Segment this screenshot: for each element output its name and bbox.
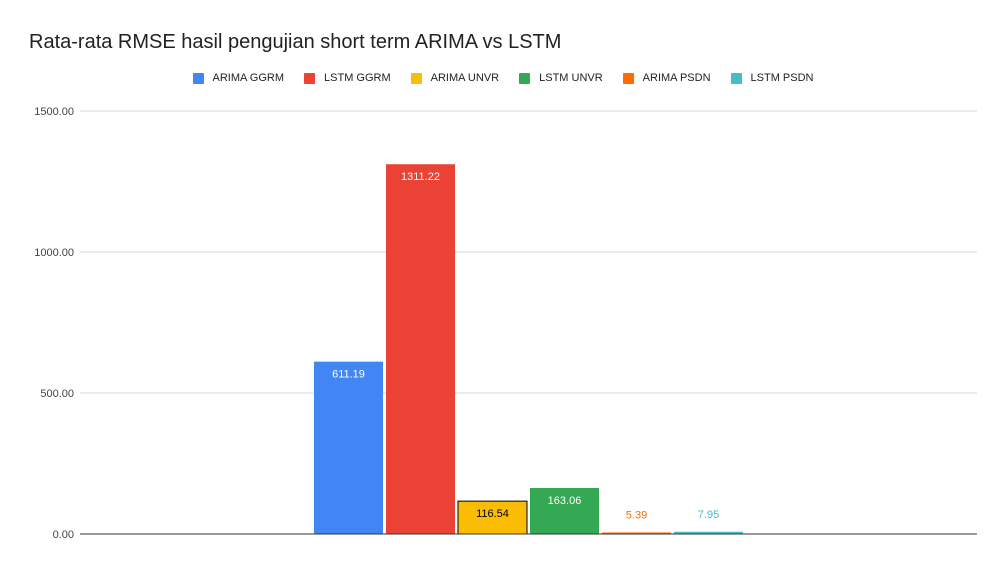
legend-swatch-lstm-unvr xyxy=(519,72,531,84)
bars xyxy=(314,164,743,535)
bar-lstm-ggrm[interactable] xyxy=(386,164,455,534)
y-tick-label: 1000.00 xyxy=(34,247,74,259)
bar-arima-psdn[interactable] xyxy=(602,532,671,534)
legend-swatch-lstm-ggrm xyxy=(304,72,316,84)
legend-swatch-lstm-psdn xyxy=(730,72,742,84)
y-tick-label: 1500.00 xyxy=(34,106,74,118)
legend-item-lstm-ggrm[interactable]: LSTM GGRM xyxy=(304,70,391,86)
data-label-arima-psdn: 5.39 xyxy=(626,509,647,521)
gridlines xyxy=(80,110,977,394)
legend-swatch-arima-unvr xyxy=(410,72,422,84)
y-tick-label: 0.00 xyxy=(53,529,74,541)
legend-swatch-arima-ggrm xyxy=(192,72,204,84)
legend-label-lstm-psdn: LSTM PSDN xyxy=(750,72,814,84)
data-label-lstm-ggrm: 1311.22 xyxy=(401,171,440,183)
data-label-lstm-psdn: 7.95 xyxy=(698,509,719,521)
chart-legend: ARIMA GGRM LSTM GGRM ARIMA UNVR LSTM UNV… xyxy=(0,70,1006,86)
legend-item-arima-unvr[interactable]: ARIMA UNVR xyxy=(410,70,500,86)
bar-lstm-psdn[interactable] xyxy=(674,531,743,534)
legend-label-lstm-ggrm: LSTM GGRM xyxy=(324,72,391,84)
y-axis-ticks: 0.00 500.00 1000.00 1500.00 xyxy=(34,106,74,541)
data-labels: 611.19 1311.22 116.54 163.06 5.39 7.95 xyxy=(332,171,719,521)
bar-arima-ggrm[interactable] xyxy=(314,361,383,534)
y-tick-label: 500.00 xyxy=(40,388,74,400)
legend-item-arima-psdn[interactable]: ARIMA PSDN xyxy=(622,70,711,86)
data-label-arima-ggrm: 611.19 xyxy=(332,369,365,381)
legend-item-lstm-psdn[interactable]: LSTM PSDN xyxy=(730,70,814,86)
bar-lstm-unvr[interactable] xyxy=(530,488,599,534)
data-label-arima-unvr: 116.54 xyxy=(476,508,509,520)
data-label-lstm-unvr: 163.06 xyxy=(548,495,582,507)
bar-arima-unvr[interactable] xyxy=(457,500,528,535)
chart-title: Rata-rata RMSE hasil pengujian short ter… xyxy=(29,31,562,53)
legend-item-lstm-unvr[interactable]: LSTM UNVR xyxy=(519,70,603,86)
legend-swatch-arima-psdn xyxy=(622,72,634,84)
legend-item-arima-ggrm[interactable]: ARIMA GGRM xyxy=(192,70,285,86)
legend-label-arima-psdn: ARIMA PSDN xyxy=(642,72,711,84)
legend-label-arima-ggrm: ARIMA GGRM xyxy=(212,72,285,84)
legend-label-lstm-unvr: LSTM UNVR xyxy=(539,72,603,84)
legend-label-arima-unvr: ARIMA UNVR xyxy=(430,72,500,84)
